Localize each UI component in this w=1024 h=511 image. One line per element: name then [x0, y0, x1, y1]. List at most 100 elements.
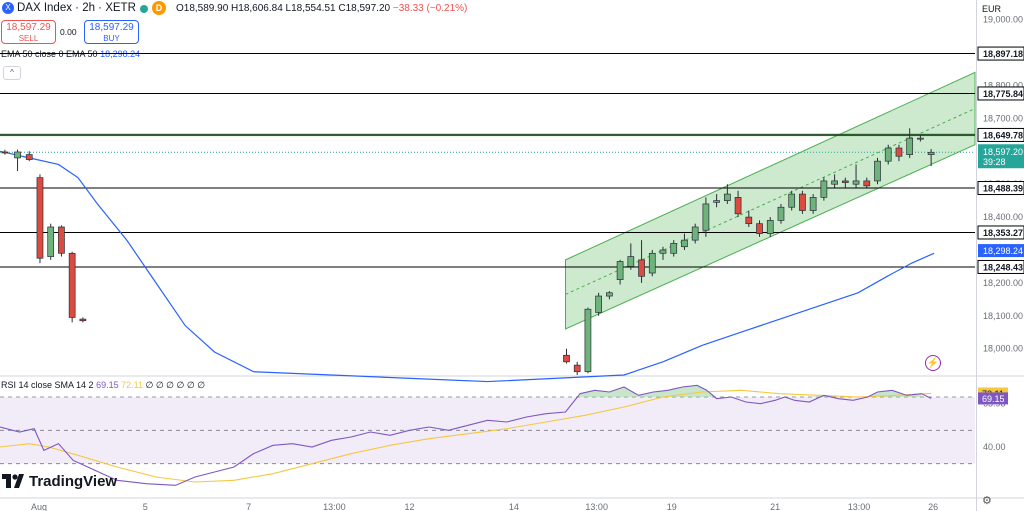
- candle-body: [627, 256, 635, 267]
- candle: [874, 157, 881, 185]
- rsi-legend-sma: 72.11: [121, 380, 143, 390]
- ohlc-readout: O18,589.90 H18,606.84 L18,554.51 C18,597…: [176, 3, 467, 14]
- level-price-tag: [977, 46, 1024, 61]
- price-tick-label: 18,700.00: [983, 113, 1023, 123]
- candle: [627, 243, 635, 270]
- price-change: −38.33 (−0.21%): [392, 3, 468, 14]
- candle-body: [895, 147, 903, 157]
- ohlc-values: O18,589.90 H18,606.84 L18,554.51 C18,597…: [176, 3, 391, 14]
- candle-body: [756, 223, 763, 234]
- sell-label: SELL: [18, 34, 39, 43]
- candle-body: [788, 193, 796, 208]
- time-tick-label: 14: [509, 502, 519, 511]
- candle-body: [1, 151, 9, 154]
- rsi-legend[interactable]: RSI 14 close SMA 14 2 69.15 72.11 ∅ ∅ ∅ …: [1, 380, 205, 391]
- candle: [595, 292, 603, 316]
- candle: [895, 144, 903, 162]
- candle: [927, 149, 935, 167]
- level-price-label: 18,775.84: [983, 89, 1023, 99]
- buy-button[interactable]: 18,597.29 BUY: [84, 20, 139, 44]
- candle-body: [766, 220, 774, 234]
- candle-body: [863, 180, 871, 187]
- ema-price-label: 18,298.24: [983, 246, 1023, 256]
- candle-body: [58, 226, 65, 254]
- candle: [799, 190, 806, 214]
- price-tick-label: 18,800.00: [983, 81, 1023, 91]
- currency-label[interactable]: EUR: [982, 4, 1002, 14]
- candle: [670, 240, 678, 257]
- candle-body: [906, 137, 914, 155]
- candle-body: [852, 180, 860, 185]
- candle: [713, 194, 720, 208]
- candle: [681, 233, 688, 250]
- rsi-legend-rsi: 69.15: [96, 380, 119, 390]
- rsi-tick-label: 40.00: [983, 442, 1006, 452]
- symbol-title[interactable]: DAX Index · 2h · XETR: [17, 2, 136, 14]
- candle: [777, 203, 785, 224]
- rsi-value-tag: [978, 392, 1008, 405]
- candle: [691, 223, 699, 244]
- candle-body: [563, 354, 570, 363]
- candle: [14, 149, 21, 172]
- candle-body: [584, 308, 592, 373]
- candle-body: [79, 318, 87, 322]
- candle: [820, 177, 828, 201]
- candle-body: [681, 239, 688, 248]
- candle: [616, 259, 624, 285]
- price-tick-label: 19,000.00: [983, 15, 1023, 25]
- flash-icon[interactable]: ⚡: [925, 355, 941, 371]
- candle-body: [573, 364, 581, 373]
- current-price-tag: [978, 144, 1024, 169]
- settings-gear-icon[interactable]: ⚙: [982, 495, 992, 507]
- candle-body: [638, 259, 645, 277]
- level-price-label: 18,897.18: [983, 49, 1023, 59]
- time-tick-label: 13:00: [848, 502, 871, 511]
- time-tick-label: 5: [143, 502, 148, 511]
- sell-button[interactable]: 18,597.29 SELL: [1, 20, 56, 44]
- candle-body: [723, 193, 731, 202]
- time-tick-label: 21: [770, 502, 780, 511]
- time-tick-label: 7: [246, 502, 251, 511]
- candle-body: [841, 180, 849, 183]
- candle-body: [616, 261, 624, 280]
- rsi-legend-rest: ∅ ∅ ∅ ∅ ∅ ∅: [145, 380, 206, 390]
- candle: [841, 177, 849, 188]
- candle: [58, 225, 65, 257]
- candle: [563, 348, 570, 364]
- candle-body: [884, 147, 892, 162]
- data-badge-icon: D: [152, 1, 166, 15]
- candle: [47, 223, 55, 260]
- time-tick-label: 19: [667, 502, 677, 511]
- candle: [1, 149, 9, 155]
- time-tick-label: Aug: [31, 502, 47, 511]
- candle: [766, 217, 774, 237]
- level-price-tag: [977, 181, 1024, 196]
- rsi-sma-line: [0, 389, 932, 483]
- candle-body: [36, 177, 44, 259]
- candle: [79, 317, 87, 323]
- price-tick-label: 18,000.00: [983, 344, 1023, 354]
- candle: [723, 184, 731, 204]
- candle-body: [606, 292, 613, 297]
- candle: [788, 190, 796, 211]
- candle: [852, 164, 860, 188]
- candle: [648, 250, 656, 277]
- symbol-icon[interactable]: X: [2, 2, 14, 14]
- buy-label: BUY: [103, 34, 120, 43]
- candle-body: [659, 249, 667, 254]
- price-tick-label: 18,200.00: [983, 278, 1023, 288]
- candle: [606, 291, 613, 300]
- collapse-legend-button[interactable]: ^: [3, 66, 21, 80]
- time-tick-label: 13:00: [585, 502, 608, 511]
- rsi-legend-text: RSI 14 close SMA 14 2: [1, 380, 94, 390]
- level-price-label: 18,248.43: [983, 262, 1023, 272]
- level-price-label: 18,649.78: [983, 130, 1023, 140]
- candle-body: [820, 180, 828, 198]
- buy-price: 18,597.29: [89, 22, 134, 33]
- candle: [734, 190, 742, 218]
- candle: [831, 174, 838, 188]
- time-tick-label: 13:00: [323, 502, 346, 511]
- rsi-line: [0, 384, 932, 486]
- level-price-label: 18,488.39: [983, 184, 1023, 194]
